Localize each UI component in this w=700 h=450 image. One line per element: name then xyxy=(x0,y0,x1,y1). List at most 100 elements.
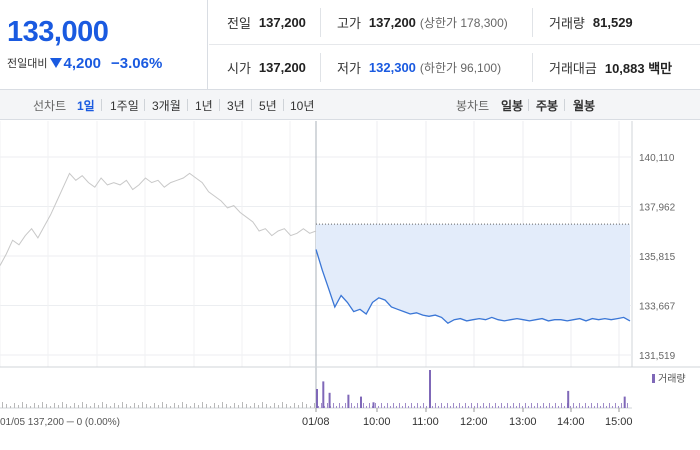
volume-bar xyxy=(474,406,475,408)
volume-bar xyxy=(591,403,592,408)
change-value: 4,200 xyxy=(63,54,102,72)
volume-bar xyxy=(465,403,466,408)
volume-bar xyxy=(627,403,628,408)
volume-bar xyxy=(38,405,39,408)
volume-bar xyxy=(339,403,340,408)
volume-bar xyxy=(110,406,111,408)
volume-bar xyxy=(74,403,75,408)
volume-bar xyxy=(342,406,343,408)
period-1w[interactable]: 1주일 xyxy=(110,99,139,113)
volume-bar xyxy=(194,403,195,408)
volume-bar xyxy=(408,406,409,408)
volume-bar xyxy=(435,403,436,408)
change-percent: −3.06% xyxy=(111,54,163,72)
volume-bar xyxy=(600,406,601,408)
volume-bar xyxy=(549,403,550,408)
volume-bar xyxy=(198,405,199,408)
prev-close-value: 137,200 xyxy=(258,15,306,30)
volume-bar xyxy=(347,394,350,408)
x-tick-label: 15:00 xyxy=(605,416,633,428)
volume-bar xyxy=(480,406,481,408)
x-tick-label: 13:00 xyxy=(509,416,537,428)
change-label: 전일대비 xyxy=(7,58,48,70)
volume-bar xyxy=(597,403,598,408)
period-1y[interactable]: 1년 xyxy=(195,99,213,113)
divider xyxy=(187,99,188,111)
volume-bar xyxy=(540,406,541,408)
volume-bar xyxy=(274,403,275,408)
period-1d[interactable]: 1일 xyxy=(77,99,95,113)
volume-bar xyxy=(86,404,87,408)
chart-svg: 140,110 137,962 135,815 133,667 131,519 거래량 01… xyxy=(0,121,700,428)
volume-bar xyxy=(166,404,167,408)
volume-bar xyxy=(314,403,315,408)
volume-bar xyxy=(609,403,610,408)
period-3y[interactable]: 3년 xyxy=(227,99,245,113)
volume-bar xyxy=(420,406,421,408)
volume-bar xyxy=(324,406,325,408)
divider xyxy=(219,99,220,111)
volume-bar xyxy=(384,406,385,408)
volume-bar xyxy=(6,404,7,408)
y-tick-label: 133,667 xyxy=(639,302,676,313)
price-chart: 140,110 137,962 135,815 133,667 131,519 거래량 01… xyxy=(0,121,700,450)
volume-bar xyxy=(70,406,71,408)
volume-bar xyxy=(438,406,439,408)
volume-bar xyxy=(492,406,493,408)
divider xyxy=(564,99,565,111)
volume-bar xyxy=(18,405,19,408)
volume-bar xyxy=(222,402,223,408)
x-tick-label: 12:00 xyxy=(460,416,488,428)
period-5y[interactable]: 5년 xyxy=(259,99,277,113)
divider xyxy=(320,8,321,37)
volume-bar xyxy=(567,390,570,408)
volume-bar xyxy=(250,406,251,408)
current-day-fill xyxy=(316,224,630,324)
volume-bar xyxy=(387,403,388,408)
volume-bar xyxy=(483,403,484,408)
volume-bar xyxy=(366,406,367,408)
volume-bar xyxy=(432,406,433,408)
volume-bar xyxy=(42,402,43,408)
volume-bar xyxy=(345,403,346,408)
upper-limit: (상한가 178,300) xyxy=(419,16,508,30)
volume-bar xyxy=(82,402,83,408)
volume-bar xyxy=(230,406,231,408)
volume-bar xyxy=(234,403,235,408)
volume-bar xyxy=(290,406,291,408)
volume-bar xyxy=(202,402,203,408)
volume-bar xyxy=(146,404,147,408)
volume-bar xyxy=(414,406,415,408)
x-tick-label: 11:00 xyxy=(412,416,439,428)
volume-bar xyxy=(238,405,239,408)
volume-bar xyxy=(10,406,11,408)
candle-weekly[interactable]: 주봉 xyxy=(536,99,559,113)
volume-bar xyxy=(495,403,496,408)
divider xyxy=(283,99,284,111)
volume-bar xyxy=(286,404,287,408)
low-cell: 저가 132,300 (하한가 96,100) xyxy=(337,45,501,90)
volume-bar xyxy=(393,403,394,408)
volume-bar xyxy=(579,403,580,408)
period-3m[interactable]: 3개월 xyxy=(152,99,181,113)
volume-bar xyxy=(576,406,577,408)
high-label: 고가 xyxy=(337,16,361,31)
volume-bar xyxy=(477,403,478,408)
candle-monthly[interactable]: 월봉 xyxy=(573,99,596,113)
volume-bar xyxy=(321,403,322,408)
chart-toolbar: 선차트 1일 1주일 3개월 1년 3년 5년 10년 봉차트 일봉 주봉 월봉 xyxy=(0,90,700,120)
candle-chart-label: 봉차트 xyxy=(456,99,490,113)
volume-bar xyxy=(558,406,559,408)
volume-bar xyxy=(78,405,79,408)
volume-bar xyxy=(504,406,505,408)
period-10y[interactable]: 10년 xyxy=(290,99,315,113)
volume-bar xyxy=(170,406,171,408)
volume-bar xyxy=(564,406,565,408)
volume-bar xyxy=(513,403,514,408)
x-tick-label: 14:00 xyxy=(557,416,585,428)
volume-bar xyxy=(258,405,259,408)
volume-bar xyxy=(561,403,562,408)
candle-daily[interactable]: 일봉 xyxy=(501,99,524,113)
volume-bar xyxy=(98,405,99,408)
volume-bar xyxy=(426,406,427,408)
